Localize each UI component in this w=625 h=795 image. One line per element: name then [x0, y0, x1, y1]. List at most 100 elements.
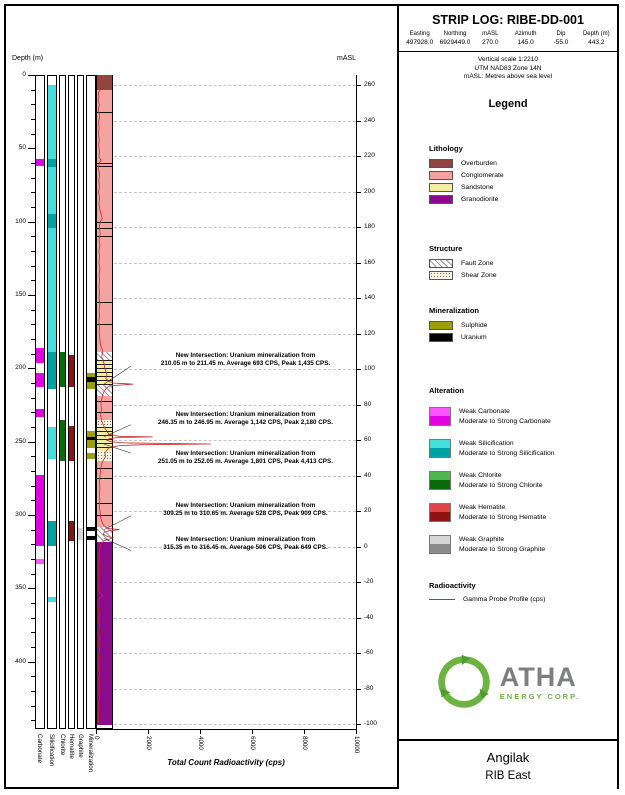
structure-line [97, 503, 112, 505]
masl-tick-label: 60 [364, 436, 372, 443]
track-block [69, 355, 74, 388]
collar-field-label: Easting [409, 31, 430, 37]
legend-swatch-overburden [429, 158, 453, 168]
structure-line [97, 165, 112, 167]
structure-line [97, 400, 112, 402]
legend-section: Lithology Overburden Conglomerate Sandstone… [429, 144, 617, 204]
legend-alteration-pair: Weak Hematite Moderate to Strong Hematite [429, 502, 617, 523]
legend-item-label: Granodiorite [461, 195, 499, 203]
masl-tick [356, 688, 361, 690]
legend-item-label: Fault Zone [461, 259, 494, 267]
track-block [87, 526, 95, 532]
masl-tick [356, 582, 361, 583]
track-block [87, 437, 95, 441]
weak-alteration-label: Weak Hematite [459, 503, 506, 511]
depth-minor-tick [31, 104, 35, 106]
depth-minor-tick [31, 471, 35, 473]
legend-alteration-pair: Weak Silicification Moderate to Strong Si… [429, 438, 617, 459]
legend-section-heading: Mineralization [429, 305, 480, 315]
structure-line [97, 221, 112, 223]
masl-tick-label: 220 [364, 152, 375, 159]
track-block [87, 377, 95, 382]
legend-pair-swatch [429, 406, 451, 426]
depth-minor-tick [31, 515, 35, 517]
legend-alteration-pair: Weak Carbonate Moderate to Strong Carbona… [429, 406, 617, 427]
track-column-mineralization [86, 75, 96, 729]
depth-minor-tick [31, 353, 35, 355]
legend-pair-swatch [429, 438, 451, 458]
depth-minor-tick [31, 192, 35, 194]
company-logo: ATHA ENERGY CORP. [399, 654, 617, 710]
lithology-segment-fault [97, 352, 112, 360]
legend-title: Legend [488, 97, 528, 110]
track-block [87, 535, 95, 541]
depth-tick-label: 400 [15, 657, 26, 665]
masl-axis-line [356, 75, 357, 729]
annotation-line: 309.25 m to 310.65 m. Average 528 CPS, P… [163, 509, 328, 517]
legend-section: Radioactivity Gamma Probe Profile (cps) [429, 581, 617, 603]
legend-alteration-pair: Weak Graphite Moderate to Strong Graphite [429, 534, 617, 555]
legend-swatch-sandstone [429, 182, 453, 192]
legend-item-label: Sandstone [461, 183, 494, 191]
atha-logo-icon [438, 654, 490, 708]
lithology-segment-shear [97, 450, 112, 461]
legend: Lithology Overburden Conglomerate Sandstone… [429, 144, 617, 603]
masl-tick-label: 200 [364, 187, 375, 195]
structure-line [97, 163, 112, 165]
annotation-line: 246.35 m to 246.95 m. Average 1,142 CPS,… [158, 418, 333, 426]
annotation-line: New Intersection: Uranium mineralization… [175, 450, 316, 458]
lithology-segment-fault [97, 526, 112, 542]
strong-alteration-label: Moderate to Strong Graphite [459, 545, 546, 553]
depth-tick-label: 200 [15, 364, 26, 372]
annotation: New Intersection: Uranium mineralization… [133, 411, 358, 427]
masl-tick [356, 120, 361, 122]
depth-minor-tick [31, 148, 35, 150]
legend-pair-labels: Weak Carbonate Moderate to Strong Carbona… [459, 407, 551, 427]
masl-tick-label: 0 [364, 542, 368, 550]
masl-gridline [114, 156, 356, 157]
legend-item-label: Uranium [461, 333, 487, 341]
masl-gridline [114, 333, 356, 335]
track-block [48, 427, 56, 460]
legend-section: Alteration Weak Carbonate Moderate to Stro… [429, 386, 617, 555]
annotation: New Intersection: Uranium mineralization… [133, 352, 358, 368]
structure-line [97, 478, 112, 480]
track-block [36, 475, 44, 546]
x-tick [96, 729, 97, 734]
track-block [48, 214, 56, 228]
depth-tick-label: 0 [22, 71, 26, 78]
collar-field: Easting 497928.0 [402, 31, 437, 47]
x-tick-label: 6000 [249, 736, 256, 750]
depth-tick-label: 250 [15, 437, 26, 445]
legend-section: Mineralization Sulphide Uranium [429, 306, 617, 342]
legend-item-label: Overburden [461, 159, 497, 167]
project-footer: Angilak RIB East [399, 739, 617, 789]
legend-swatch-granodiorite [429, 194, 453, 204]
track-block [87, 440, 95, 448]
track-block [36, 158, 44, 166]
masl-tick [356, 404, 361, 406]
annotation: New Intersection: Uranium mineralization… [133, 502, 358, 518]
depth-minor-tick [31, 368, 35, 370]
depth-minor-tick [31, 339, 35, 341]
track-block [48, 520, 56, 546]
track-column-silicification [47, 75, 57, 729]
masl-tick [356, 617, 361, 619]
track-block [36, 559, 44, 564]
masl-gridline [114, 475, 356, 477]
depth-minor-tick [31, 177, 35, 179]
legend-item-label: Gamma Probe Profile (cps) [463, 595, 546, 603]
x-axis-line [96, 729, 357, 730]
masl-tick [356, 653, 361, 654]
x-tick [148, 729, 149, 734]
lithology-segment-conglomerate [97, 460, 112, 527]
depth-minor-tick [31, 163, 35, 165]
legend-section-heading: Radioactivity [429, 580, 476, 590]
annotation-line: New Intersection: Uranium mineralization… [175, 501, 316, 509]
legend-pair-swatch [429, 502, 451, 522]
track-label: Mineralization [87, 734, 94, 773]
depth-minor-tick [31, 705, 35, 707]
track-block [48, 158, 56, 168]
x-tick [304, 729, 305, 734]
track-block [60, 352, 65, 388]
